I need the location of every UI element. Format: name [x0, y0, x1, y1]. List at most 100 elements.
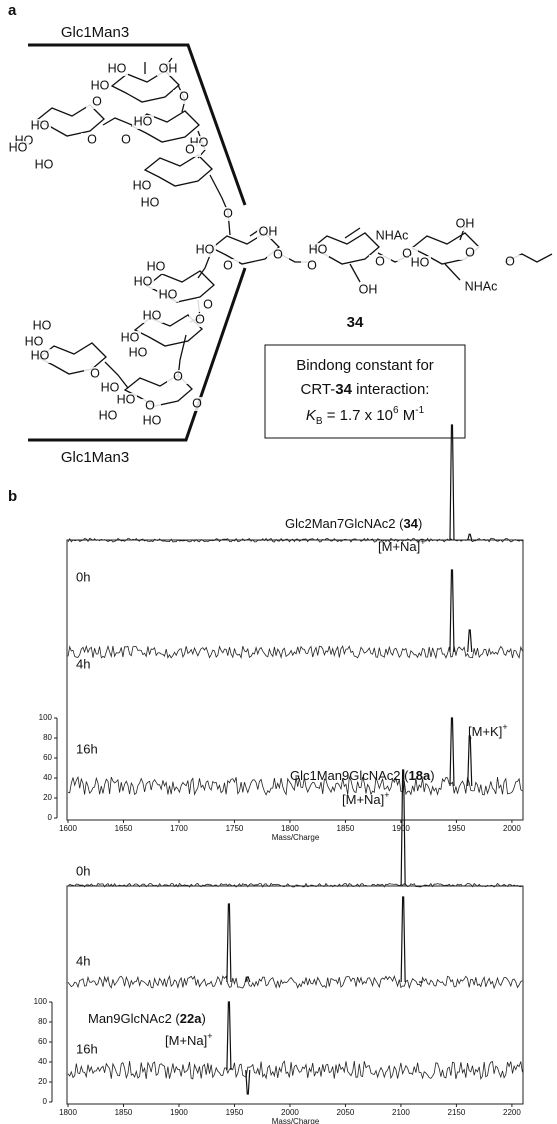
text-part: +	[420, 537, 425, 547]
x-tick-label: 2050	[337, 1108, 355, 1117]
peak	[449, 717, 455, 787]
peak	[226, 1001, 232, 1071]
text-part: Glc2Man7GlcNAc2 (	[285, 516, 404, 531]
atom-label: HO	[99, 408, 118, 422]
bond	[444, 263, 461, 281]
y-tick-label: 60	[43, 753, 52, 762]
label-mask	[139, 196, 161, 210]
label-mask	[167, 370, 189, 384]
atom-label: HO	[91, 78, 110, 92]
label-mask	[459, 246, 481, 260]
peak	[400, 769, 406, 886]
atom-label: HO	[9, 140, 28, 154]
label-mask	[141, 309, 163, 323]
text-part: 22a	[180, 1011, 202, 1026]
y-tick-label: 40	[43, 773, 52, 782]
label-mask	[157, 288, 179, 302]
x-tick-label: 2200	[503, 1108, 521, 1117]
x-tick-label: 1850	[115, 1108, 133, 1117]
x-tick-label: 1900	[170, 1108, 188, 1117]
sugar-ring	[110, 70, 180, 103]
label-mask	[217, 259, 239, 273]
x-tick-label: 1650	[115, 824, 133, 833]
x-tick-label: 1800	[281, 824, 299, 833]
atom-label: HO	[121, 330, 140, 344]
atom-label: HO	[143, 308, 162, 322]
atom-label: HO	[117, 392, 136, 406]
atom-label: OH	[259, 224, 278, 238]
bond	[349, 263, 361, 283]
atom-label: O	[173, 369, 183, 383]
peak	[245, 1069, 251, 1095]
sugar-ring	[310, 232, 380, 265]
label-mask	[127, 346, 149, 360]
atom-label: HO	[31, 118, 50, 132]
x-tick-label: 2000	[281, 1108, 299, 1117]
label-mask	[267, 248, 289, 262]
label-mask	[369, 255, 391, 269]
text-part: [M+K]	[468, 724, 502, 739]
text-part: )	[430, 768, 434, 783]
atom-label: NHAc	[376, 228, 409, 242]
label-mask	[132, 115, 154, 129]
peak	[467, 735, 473, 787]
label-mask	[86, 95, 108, 109]
bond	[102, 117, 133, 126]
label-mask	[301, 259, 323, 273]
peak	[400, 896, 406, 983]
sugar-ring	[35, 104, 105, 137]
y-tick-label: 80	[43, 733, 52, 742]
x-tick-label: 1600	[59, 824, 77, 833]
label-mask	[81, 133, 103, 147]
label-mask	[119, 331, 141, 345]
ion-label: [M+Na]+	[342, 790, 390, 807]
sugar-ring	[143, 154, 213, 187]
spectrum-title: Glc1Man9GlcNAc2 (18a)	[290, 768, 435, 783]
label-mask	[217, 207, 239, 221]
atom-label: O	[223, 258, 233, 272]
y-tick-label: 80	[38, 1017, 47, 1026]
atom-label: O	[92, 94, 102, 108]
y-tick-label: 20	[43, 793, 52, 802]
label-mask	[197, 298, 219, 312]
label-mask	[257, 225, 279, 239]
peak	[467, 533, 473, 541]
label-mask	[141, 414, 163, 428]
label-mask	[139, 399, 161, 413]
bracket	[28, 267, 247, 442]
atom-label: O	[465, 245, 475, 259]
label-mask	[409, 256, 431, 270]
atom-label: OH	[456, 216, 475, 230]
text-part: Glc1Man9GlcNAc2 (	[290, 768, 409, 783]
peak	[467, 629, 473, 653]
atom-label: O	[90, 366, 100, 380]
label-mask	[131, 179, 153, 193]
x-tick-label: 1950	[226, 1108, 244, 1117]
label-mask	[194, 243, 216, 257]
text-part: [M+Na]	[342, 792, 384, 807]
spectrum-title: Glc2Man7GlcNAc2 (34)	[285, 516, 422, 531]
x-axis-label: Mass/Charge	[272, 1117, 320, 1124]
atom-label: HO	[33, 318, 52, 332]
text-part: B	[316, 416, 323, 427]
text-part: 34	[335, 381, 352, 398]
atom-label: HO	[147, 259, 166, 273]
group-label: Glc1Man3	[61, 24, 129, 41]
label-mask	[29, 119, 51, 133]
peak	[449, 569, 455, 653]
text-part: K	[306, 407, 317, 424]
trace-noise	[67, 537, 523, 543]
label-mask	[357, 283, 379, 297]
trace-noise	[67, 1060, 523, 1080]
box-text: KB = 1.7 x 106 M-1	[306, 405, 425, 427]
label-mask	[23, 335, 45, 349]
label-mask	[84, 367, 106, 381]
label-mask	[33, 158, 55, 172]
atom-label: O	[185, 142, 195, 156]
atom-label: HO	[108, 61, 127, 75]
x-tick-label: 2100	[392, 1108, 410, 1117]
bracket	[28, 43, 247, 206]
y-tick-label: 20	[38, 1077, 47, 1086]
spectrum-title: Man9GlcNAc2 (22a)	[88, 1011, 206, 1026]
